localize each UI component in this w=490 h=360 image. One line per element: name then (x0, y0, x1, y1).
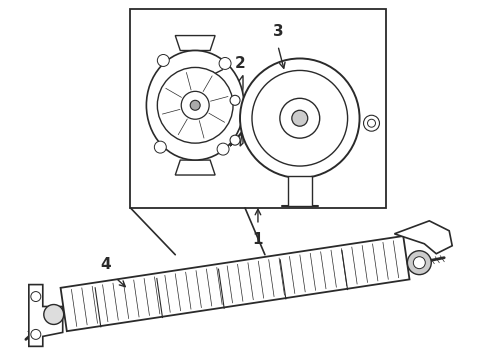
Text: 2: 2 (235, 56, 246, 71)
Circle shape (280, 98, 319, 138)
Circle shape (190, 100, 200, 110)
Text: 1: 1 (253, 232, 263, 247)
Circle shape (230, 135, 240, 145)
Circle shape (407, 251, 431, 275)
Polygon shape (288, 176, 312, 206)
Circle shape (44, 305, 64, 324)
Polygon shape (61, 236, 410, 331)
Circle shape (292, 110, 308, 126)
Text: 3: 3 (272, 23, 283, 39)
Polygon shape (175, 36, 215, 50)
Circle shape (181, 91, 209, 119)
Circle shape (31, 292, 41, 302)
Text: 4: 4 (100, 257, 111, 272)
Bar (130, 9, 387, 208)
Polygon shape (394, 221, 452, 254)
Polygon shape (29, 285, 63, 346)
Circle shape (217, 143, 229, 155)
Circle shape (364, 115, 379, 131)
Polygon shape (175, 160, 215, 175)
Circle shape (157, 54, 169, 67)
Polygon shape (230, 75, 243, 120)
Circle shape (368, 119, 375, 127)
Circle shape (240, 58, 360, 178)
Circle shape (31, 329, 41, 339)
Circle shape (154, 141, 166, 153)
Circle shape (230, 95, 240, 105)
Circle shape (252, 71, 347, 166)
Circle shape (157, 67, 233, 143)
Circle shape (414, 257, 425, 269)
Polygon shape (230, 130, 243, 146)
Ellipse shape (147, 50, 244, 160)
Circle shape (219, 58, 231, 69)
